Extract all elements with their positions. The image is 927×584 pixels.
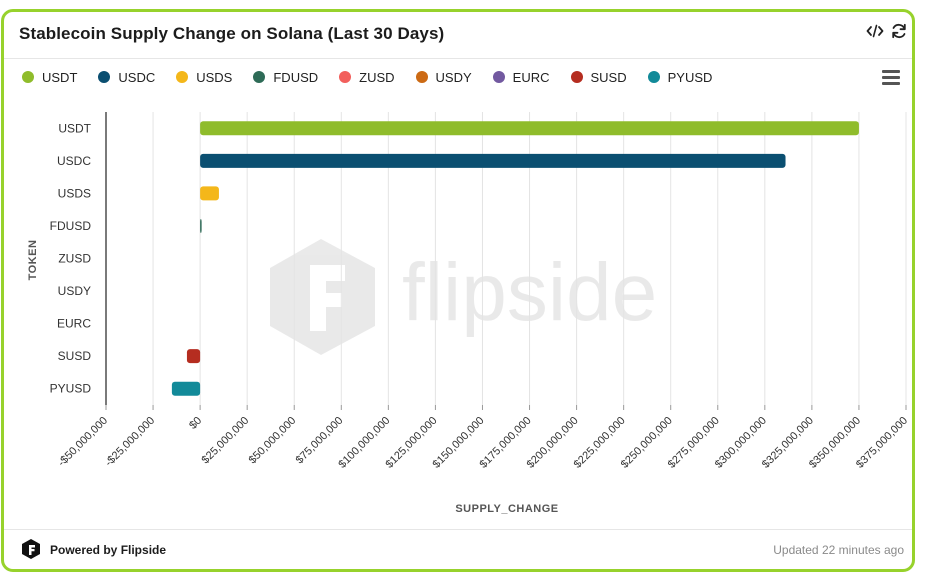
- legend-label: USDY: [435, 69, 472, 85]
- legend-marker: [570, 71, 583, 83]
- y-category-label: USDC: [57, 154, 91, 168]
- legend-label: USDT: [42, 69, 78, 85]
- legend-item-eurc[interactable]: EURC: [492, 69, 550, 85]
- y-category-label: PYUSD: [50, 382, 92, 396]
- bar-usds[interactable]: [200, 186, 219, 201]
- x-tick-label: $25,000,000: [200, 415, 252, 467]
- legend-item-usdt[interactable]: USDT: [22, 70, 77, 85]
- bar-fdusd[interactable]: [200, 218, 202, 233]
- x-tick-label: -$25,000,000: [103, 415, 157, 469]
- value-axis: -$50,000,000-$25,000,000 $0$25,000,000$50…: [56, 405, 910, 471]
- x-tick-label: $75,000,000: [294, 415, 346, 467]
- legend-item-usdc[interactable]: USDC: [98, 70, 155, 85]
- embed-code-icon[interactable]: [866, 22, 884, 40]
- card-footer: Powered by Flipside Updated 22 minutes a…: [4, 529, 912, 569]
- legend-marker: [339, 71, 352, 83]
- card-header: Stablecoin Supply Change on Solana (Last…: [4, 12, 912, 59]
- legend-marker: [492, 71, 505, 83]
- chart-legend: USDT USDC USDS FDUSD ZUSD USDY EURC SUSD PYUSD: [22, 68, 733, 86]
- chart-title: Stablecoin Supply Change on Solana (Last…: [19, 24, 445, 43]
- legend-label: FDUSD: [273, 69, 319, 85]
- y-category-label: USDY: [58, 284, 91, 298]
- x-tick-label: $0: [187, 415, 204, 432]
- y-axis-title: TOKEN: [27, 240, 39, 281]
- flipside-logo-icon: [22, 539, 40, 559]
- y-category-label: USDT: [58, 121, 91, 135]
- legend-item-susd[interactable]: SUSD: [570, 69, 627, 85]
- legend-label: USDC: [118, 69, 156, 85]
- legend-label: ZUSD: [359, 69, 395, 85]
- chart-bars: [171, 121, 859, 396]
- x-tick-label: $50,000,000: [247, 415, 299, 467]
- legend-item-fdusd[interactable]: FDUSD: [253, 70, 318, 85]
- legend-marker: [176, 71, 189, 83]
- refresh-icon[interactable]: [890, 22, 908, 40]
- category-axis: USDT USDC USDS FDUSD ZUSD USDY EURC SUSD PYUSD: [50, 121, 92, 395]
- bar-susd[interactable]: [186, 349, 201, 364]
- flipside-watermark: flipside: [270, 239, 657, 355]
- y-category-label: SUSD: [58, 349, 92, 363]
- updated-timestamp: Updated 22 minutes ago: [773, 543, 904, 557]
- legend-label: USDS: [196, 69, 233, 85]
- legend-item-pyusd[interactable]: PYUSD: [647, 69, 713, 85]
- bar-usdt[interactable]: [200, 121, 859, 136]
- legend-label: EURC: [512, 69, 550, 85]
- bar-usdc[interactable]: [200, 153, 786, 168]
- chart-menu-icon[interactable]: [882, 69, 902, 85]
- legend-label: SUSD: [590, 69, 627, 85]
- legend-marker: [415, 71, 428, 83]
- legend-item-usdy[interactable]: USDY: [415, 69, 472, 85]
- legend-marker: [98, 71, 111, 83]
- legend-item-usds[interactable]: USDS: [176, 70, 232, 85]
- y-category-label: EURC: [57, 317, 91, 331]
- legend-marker: [253, 71, 266, 83]
- legend-label: PYUSD: [667, 69, 713, 85]
- x-axis-title: SUPPLY_CHANGE: [455, 503, 558, 515]
- powered-by-link[interactable]: Powered by Flipside: [50, 543, 167, 557]
- y-category-label: USDS: [58, 186, 91, 200]
- legend-marker: [22, 71, 34, 83]
- y-category-label: FDUSD: [50, 219, 92, 233]
- legend-marker: [647, 71, 660, 83]
- y-category-label: ZUSD: [58, 252, 91, 266]
- bar-pyusd[interactable]: [171, 381, 201, 396]
- legend-item-zusd[interactable]: ZUSD: [339, 69, 395, 85]
